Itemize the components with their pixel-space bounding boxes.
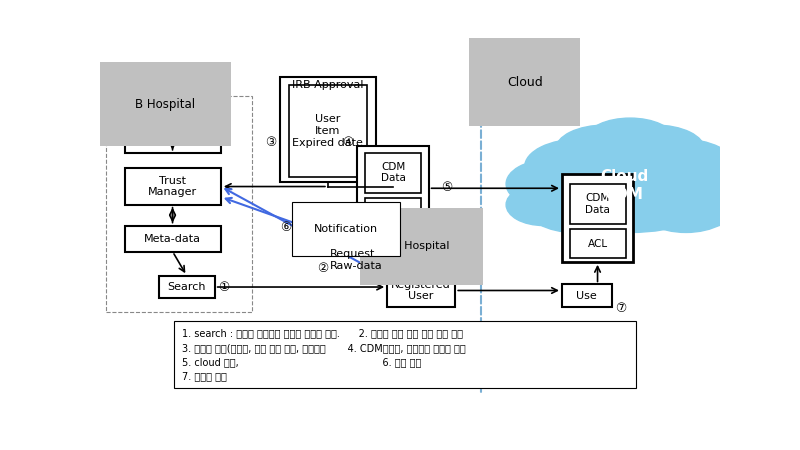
- Bar: [366, 198, 421, 227]
- Bar: [125, 127, 221, 153]
- Ellipse shape: [624, 139, 735, 194]
- Text: ACL: ACL: [588, 238, 608, 249]
- Ellipse shape: [506, 160, 593, 208]
- Text: ⑦: ⑦: [615, 302, 626, 315]
- Text: CDM
Data: CDM Data: [586, 193, 610, 215]
- Text: ⑤: ⑤: [442, 181, 453, 194]
- Text: User
Item
Expired date: User Item Expired date: [293, 114, 363, 148]
- Text: Request
Raw-data: Request Raw-data: [330, 249, 382, 271]
- Text: ③: ③: [265, 136, 276, 149]
- Text: ACL: ACL: [383, 207, 403, 217]
- Text: ⑥: ⑥: [280, 221, 292, 234]
- Bar: [159, 276, 214, 298]
- Ellipse shape: [636, 177, 735, 233]
- Text: ②: ②: [318, 262, 329, 275]
- Text: ①: ①: [218, 281, 230, 294]
- Bar: [125, 225, 221, 252]
- Text: CDM
Data: CDM Data: [381, 162, 406, 184]
- Ellipse shape: [506, 184, 581, 225]
- Bar: [387, 274, 455, 307]
- Bar: [289, 85, 366, 177]
- Text: Meta-data: Meta-data: [144, 234, 202, 243]
- Text: IRB Approval: IRB Approval: [292, 80, 363, 90]
- Bar: [280, 76, 376, 182]
- Ellipse shape: [586, 118, 674, 160]
- Text: Notification: Notification: [314, 224, 378, 234]
- Text: Registered
User: Registered User: [391, 280, 451, 302]
- Ellipse shape: [525, 139, 636, 194]
- Text: A Hospital: A Hospital: [393, 241, 450, 251]
- Ellipse shape: [543, 163, 717, 233]
- Ellipse shape: [550, 142, 710, 225]
- Ellipse shape: [667, 160, 754, 208]
- Text: Trust
Manager: Trust Manager: [148, 176, 198, 198]
- Bar: [562, 174, 634, 262]
- Text: Raw-data: Raw-data: [146, 135, 199, 145]
- Ellipse shape: [525, 177, 624, 233]
- Text: 1. search : 등록된 사용자가 필요한 데이터 검색.      2. 자료가 있는 병원 측에 자료 요청
3. 위원회 승인(사용자, 자료 승인: 1. search : 등록된 사용자가 필요한 데이터 검색. 2. 자료가 …: [182, 328, 466, 382]
- Text: Cloud: Cloud: [507, 76, 542, 89]
- Bar: [366, 153, 421, 193]
- Text: ④: ④: [342, 136, 354, 149]
- Bar: [562, 284, 611, 307]
- Bar: [358, 146, 429, 231]
- Text: B Hospital: B Hospital: [135, 98, 195, 111]
- Text: Cloud
CDM: Cloud CDM: [600, 170, 648, 202]
- Bar: [570, 184, 626, 224]
- Ellipse shape: [680, 184, 754, 225]
- Ellipse shape: [606, 125, 705, 174]
- Bar: [570, 229, 626, 258]
- Text: Use: Use: [576, 291, 597, 301]
- Ellipse shape: [556, 125, 655, 174]
- Text: Search: Search: [167, 282, 206, 292]
- Bar: [106, 95, 252, 312]
- Bar: [174, 321, 636, 388]
- Bar: [125, 168, 221, 205]
